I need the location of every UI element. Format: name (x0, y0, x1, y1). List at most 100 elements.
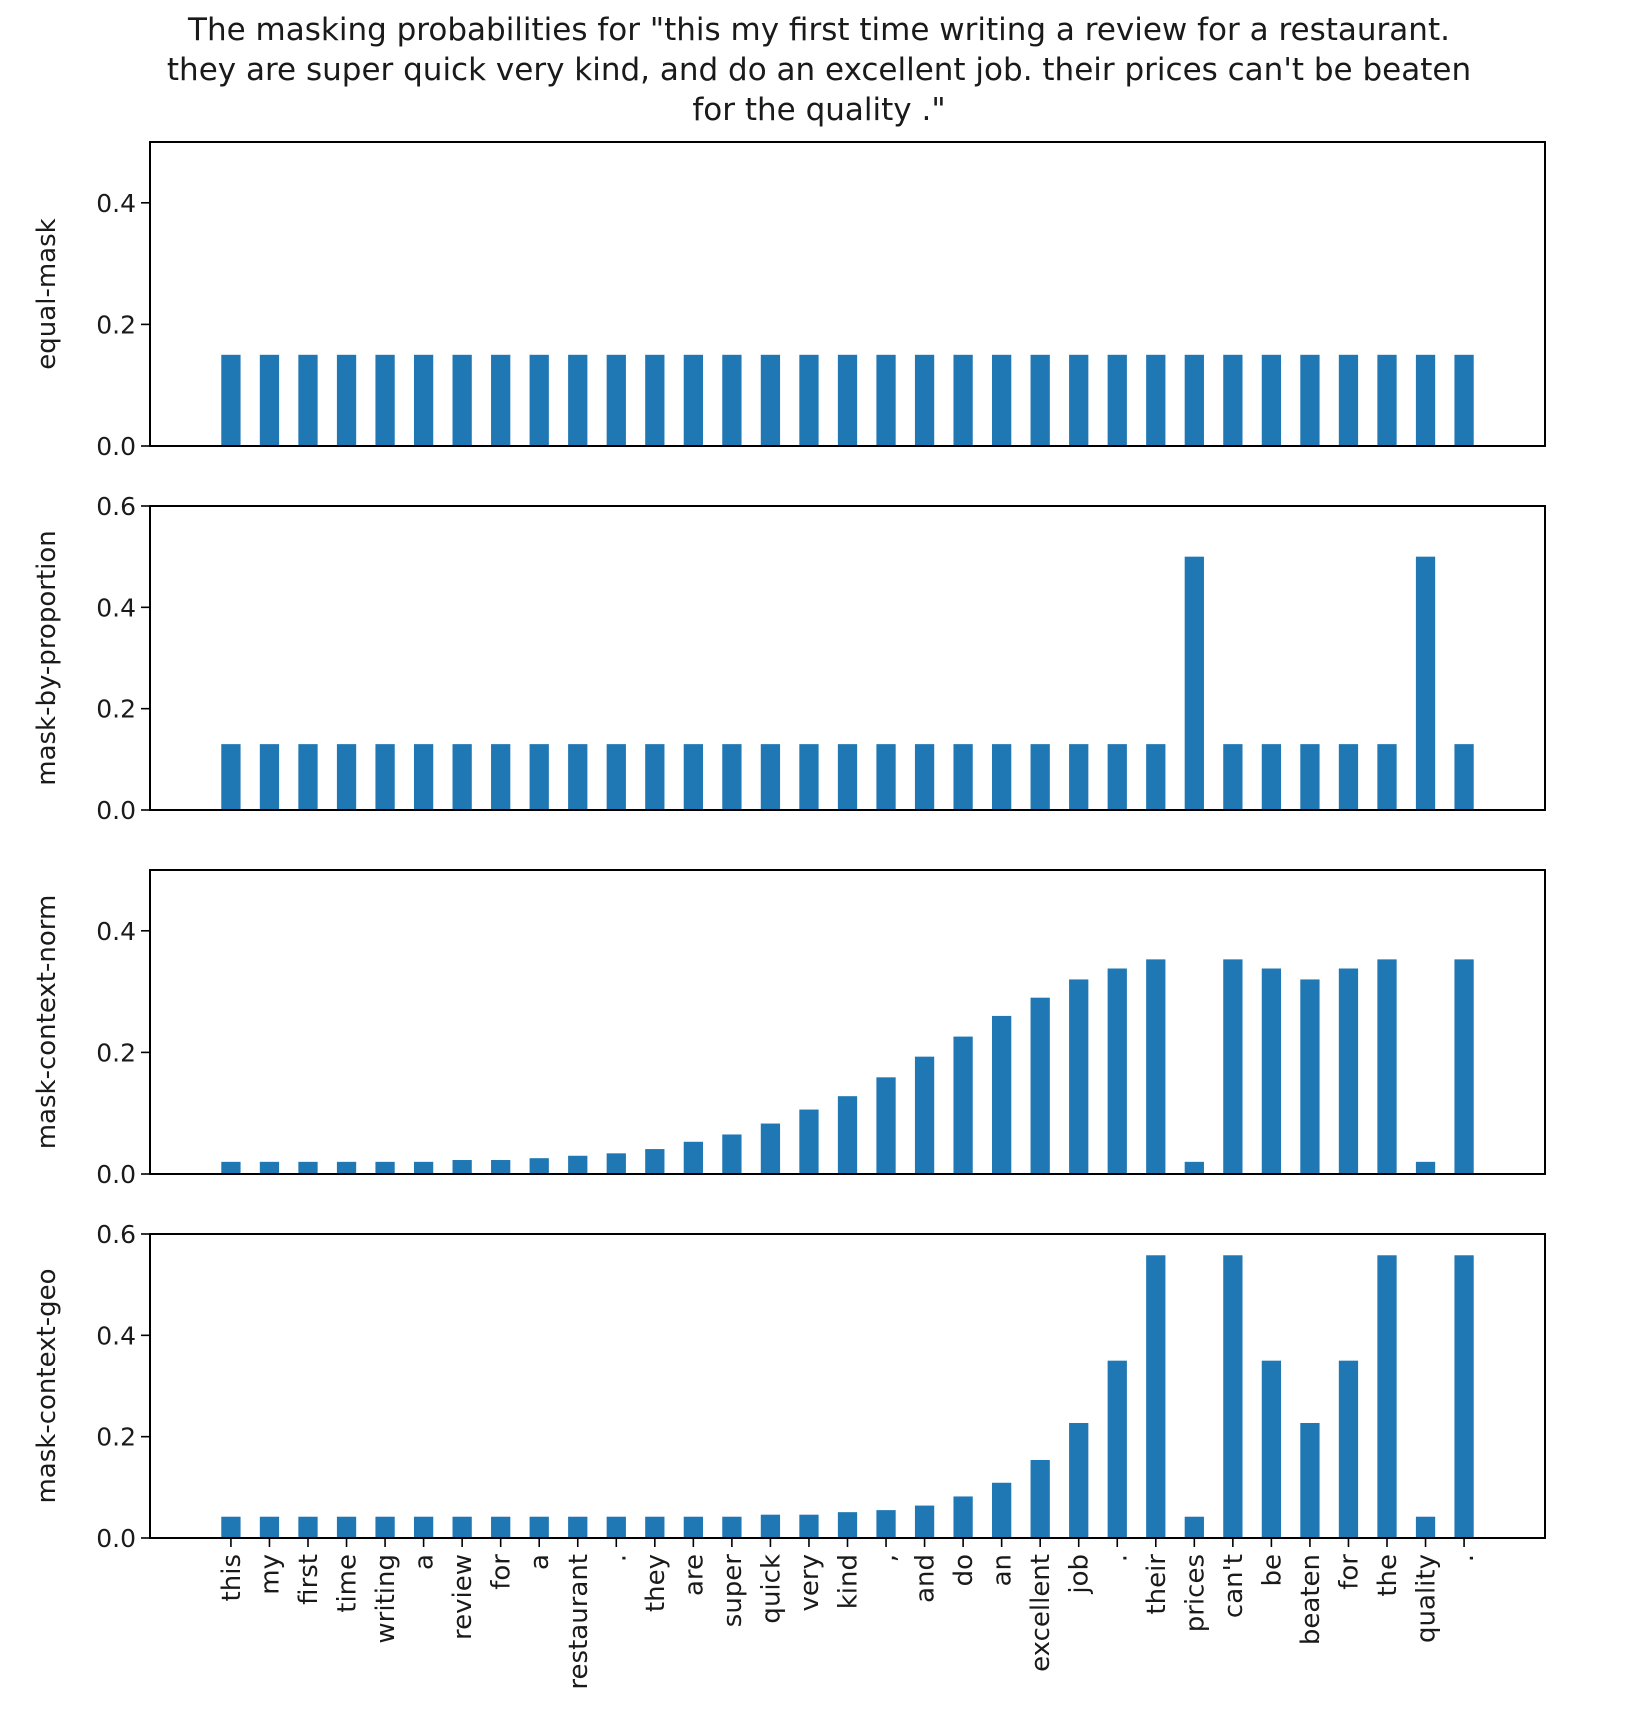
y-tick-label: 0.4 (96, 917, 136, 946)
bar-mask-context-norm-4 (375, 1161, 395, 1174)
bar-mask-context-norm-8 (529, 1158, 549, 1174)
bar-equal-mask-28 (1300, 354, 1320, 446)
bar-equal-mask-24 (1146, 354, 1166, 446)
bar-equal-mask-20 (992, 354, 1012, 446)
bar-mask-by-proportion-16 (837, 744, 858, 810)
y-tick-label: 0.0 (96, 432, 136, 461)
bar-mask-context-geo-21 (1030, 1459, 1050, 1538)
x-tick-label: kind (834, 1554, 864, 1609)
plot-frame (149, 141, 1546, 447)
bar-mask-by-proportion-12 (683, 744, 703, 810)
subplot-equal-mask: 0.0 0.2 0.4 equal-mask (32, 141, 1546, 461)
bar-mask-by-proportion-20 (992, 744, 1012, 810)
x-tick-label: this (217, 1554, 247, 1601)
bar-mask-context-norm-32 (1454, 959, 1474, 1174)
y-tick-label: 0.4 (96, 189, 136, 218)
bar-mask-by-proportion-8 (529, 744, 549, 810)
bar-mask-context-norm-20 (992, 1015, 1012, 1174)
x-tick-label: review (448, 1554, 478, 1640)
bar-equal-mask-13 (722, 354, 742, 446)
subplot-mask-context-norm: 0.0 0.2 0.4 mask-context-norm (32, 869, 1546, 1189)
bar-mask-context-geo-18 (914, 1505, 935, 1538)
x-axis: this my first time writing a review for a restaur… (217, 1538, 1480, 1690)
x-tick-label: excellent (1026, 1554, 1056, 1672)
bar-mask-context-norm-6 (452, 1160, 472, 1174)
bar-mask-by-proportion-19 (953, 744, 973, 810)
bar-mask-by-proportion-2 (298, 744, 318, 810)
bar-mask-context-geo-26 (1223, 1255, 1243, 1538)
x-tick-label: . (602, 1554, 632, 1562)
y-tick-label: 0.0 (96, 796, 136, 825)
x-tick-label: time (333, 1554, 363, 1613)
bar-mask-context-norm-24 (1146, 959, 1166, 1174)
plot-frame (149, 1233, 1546, 1539)
bar-equal-mask-5 (413, 354, 434, 446)
bar-mask-context-norm-1 (259, 1161, 280, 1174)
y-tick-label: 0.6 (96, 492, 136, 521)
bar-mask-context-norm-12 (683, 1141, 703, 1174)
bar-equal-mask-3 (336, 354, 357, 446)
bar-mask-context-geo-8 (529, 1516, 549, 1538)
bar-mask-by-proportion-1 (259, 744, 280, 810)
bar-equal-mask-31 (1415, 354, 1436, 446)
bar-mask-context-geo-11 (645, 1516, 665, 1538)
bar-mask-by-proportion-25 (1184, 556, 1204, 810)
y-axis-label: mask-by-proportion (32, 530, 62, 786)
bar-equal-mask-0 (221, 354, 241, 446)
x-tick-label: . (1103, 1554, 1133, 1562)
x-tick-label: can't (1219, 1554, 1249, 1618)
bar-mask-context-norm-28 (1300, 979, 1320, 1174)
bar-mask-context-norm-26 (1223, 959, 1243, 1174)
bar-equal-mask-11 (645, 354, 665, 446)
bar-mask-context-geo-15 (799, 1514, 819, 1538)
chart-title-line-1: The masking probabilities for "this my f… (187, 12, 1450, 48)
bar-mask-by-proportion-22 (1069, 744, 1089, 810)
bar-mask-context-norm-15 (799, 1109, 819, 1174)
y-axis-label: mask-context-norm (32, 895, 62, 1150)
bar-equal-mask-21 (1030, 354, 1050, 446)
bar-equal-mask-23 (1107, 354, 1127, 446)
bar-mask-by-proportion-6 (452, 744, 472, 810)
bar-equal-mask-18 (914, 354, 935, 446)
bar-equal-mask-9 (568, 354, 588, 446)
bar-mask-context-geo-27 (1261, 1360, 1282, 1538)
bar-equal-mask-32 (1454, 354, 1474, 446)
x-tick-label: for (1334, 1554, 1364, 1590)
bar-mask-context-geo-20 (992, 1482, 1012, 1538)
x-tick-label: quick (756, 1554, 786, 1624)
x-tick-label: prices (1180, 1554, 1210, 1632)
bar-equal-mask-25 (1184, 354, 1204, 446)
bar-mask-context-geo-6 (452, 1516, 472, 1538)
y-axis-label: mask-context-geo (32, 1268, 62, 1503)
bar-equal-mask-26 (1223, 354, 1243, 446)
bar-mask-context-geo-13 (722, 1516, 742, 1538)
bar-mask-context-geo-10 (606, 1516, 626, 1538)
bar-equal-mask-27 (1261, 354, 1282, 446)
x-tick-label: and (911, 1554, 941, 1603)
bar-mask-context-norm-11 (645, 1149, 665, 1174)
x-tick-label: job (1065, 1554, 1095, 1595)
y-tick-label: 0.2 (96, 1423, 136, 1452)
bar-mask-by-proportion-26 (1223, 744, 1243, 810)
subplots: 0.0 0.2 0.4 equal-mask 0.0 0.2 0.4 0.6 mask-by-p… (32, 141, 1546, 1553)
bar-mask-context-geo-29 (1338, 1360, 1359, 1538)
x-tick-label: super (718, 1554, 748, 1628)
bar-mask-context-geo-1 (259, 1516, 280, 1538)
bar-mask-context-geo-0 (221, 1516, 241, 1538)
bar-mask-by-proportion-3 (336, 744, 357, 810)
y-tick-label: 0.2 (96, 695, 136, 724)
bar-mask-by-proportion-5 (413, 744, 434, 810)
bar-mask-context-geo-31 (1415, 1516, 1436, 1538)
bar-mask-context-norm-13 (722, 1134, 742, 1174)
bar-equal-mask-4 (375, 354, 395, 446)
x-tick-label: are (679, 1554, 709, 1596)
chart-title-line-3: for the quality ." (692, 92, 945, 128)
x-tick-label: an (988, 1554, 1018, 1586)
x-tick-label: , (872, 1554, 902, 1562)
bar-mask-context-geo-32 (1454, 1255, 1474, 1538)
bar-mask-context-geo-9 (568, 1516, 588, 1538)
bar-mask-by-proportion-21 (1030, 744, 1050, 810)
bar-equal-mask-8 (529, 354, 549, 446)
x-tick-label: . (1450, 1554, 1480, 1562)
